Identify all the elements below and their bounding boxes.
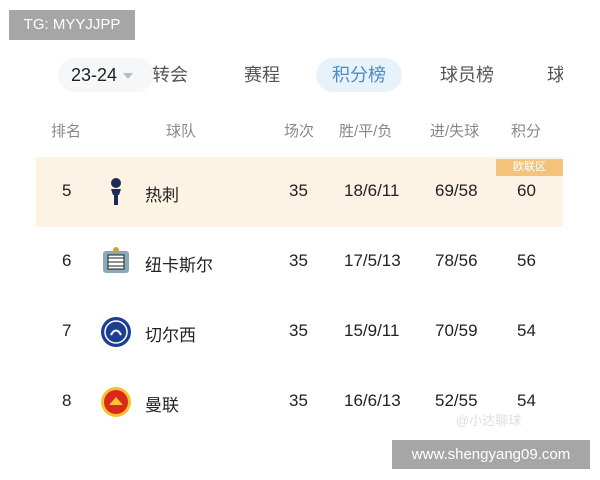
table-row[interactable]: 7 切尔西 35 15/9/11 70/59 54 [36,297,563,367]
season-selector[interactable]: 23-24 [58,58,154,92]
tab-schedule[interactable]: 赛程 [244,65,280,85]
tab-transfers[interactable]: 转会 [152,65,188,85]
played: 35 [289,321,308,340]
table-row[interactable]: 欧联区 5 热刺 35 18/6/11 69/58 60 [36,157,563,227]
header-rank: 排名 [51,123,82,140]
rank: 5 [62,181,72,200]
table-row[interactable]: 6 纽卡斯尔 35 17/5/13 78/56 56 [36,227,563,297]
header-points: 积分 [511,123,542,140]
europa-league-badge: 欧联区 [496,159,563,176]
tab-player-rank[interactable]: 球员榜 [440,65,494,85]
wdl: 16/6/13 [344,391,401,410]
header-team: 球队 [166,123,197,140]
wdl: 18/6/11 [344,181,400,200]
tab-standings[interactable]: 积分榜 [316,58,402,92]
points: 56 [517,251,536,270]
header-wdl: 胜/平/负 [339,123,393,140]
points: 60 [517,181,536,200]
team-name: 热刺 [145,186,179,205]
points: 54 [517,321,536,340]
header-goals: 进/失球 [430,123,480,140]
played: 35 [289,181,308,200]
rank: 7 [62,321,72,340]
chevron-down-icon [123,73,134,80]
site-watermark: www.shengyang09.com [392,440,590,469]
rank: 8 [62,391,72,410]
goals: 52/55 [435,391,478,410]
season-label: 23-24 [71,65,118,85]
weibo-watermark: @小达聊球 [456,413,522,428]
team-name: 曼联 [145,396,179,415]
newcastle-logo-icon [100,245,132,279]
points: 54 [517,391,536,410]
tab-team[interactable]: 球 [547,65,563,85]
played: 35 [289,391,308,410]
header-played: 场次 [284,123,315,140]
played: 35 [289,251,308,270]
rank: 6 [62,251,72,270]
tottenham-logo-icon [100,175,132,209]
table-row[interactable]: 8 曼联 35 16/6/13 52/55 54 [36,367,563,437]
wdl: 17/5/13 [344,251,401,270]
team-name: 纽卡斯尔 [145,256,213,275]
chelsea-logo-icon [100,315,132,349]
manutd-logo-icon [100,385,132,419]
goals: 69/58 [435,181,478,200]
wdl: 15/9/11 [344,321,400,340]
goals: 70/59 [435,321,478,340]
goals: 78/56 [435,251,478,270]
tg-watermark: TG: MYYJJPP [9,10,135,40]
team-name: 切尔西 [145,326,196,345]
